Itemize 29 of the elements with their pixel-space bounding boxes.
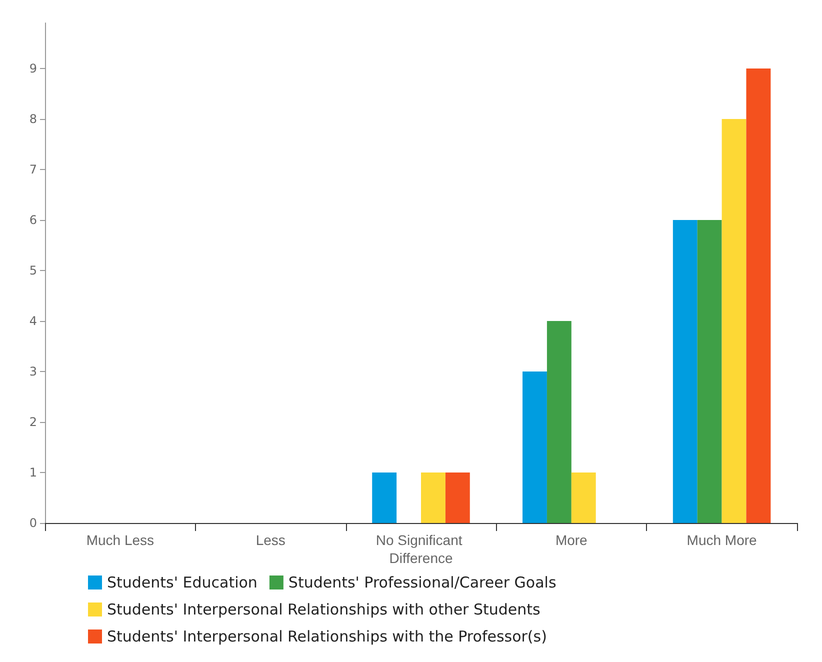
y-tick-label: 7 [29,162,37,176]
bar [697,220,722,523]
y-tick-label: 4 [29,314,37,328]
bar [421,472,446,523]
y-tick-label: 0 [29,516,37,530]
legend-label: Students' Interpersonal Relationships with the Professor(s) [107,628,547,646]
legend-label: Students' Education [107,574,258,592]
legend-label: Students' Professional/Career Goals [288,574,556,592]
y-tick-label: 8 [29,112,37,126]
y-tick-label: 2 [29,414,37,429]
y-tick-label: 1 [29,465,37,480]
bar [445,472,470,523]
bar [372,472,397,523]
x-tick-label: More [555,532,588,548]
bar [522,371,547,523]
y-tick-label: 6 [29,212,37,227]
legend-label: Students' Interpersonal Relationships with other Students [107,600,541,618]
bar [546,320,572,523]
y-tick-label: 9 [29,61,37,76]
bar [722,118,746,523]
x-tick-label: Much Less [86,532,154,548]
bar [746,68,771,523]
x-tick-label: Less [256,532,286,548]
y-tick-label: 5 [29,263,37,278]
bar [571,472,596,523]
bar [672,220,698,523]
x-tick-label: No Significant Difference [376,532,466,566]
x-tick-label: Much More [686,532,758,548]
y-tick-label: 3 [29,364,37,378]
